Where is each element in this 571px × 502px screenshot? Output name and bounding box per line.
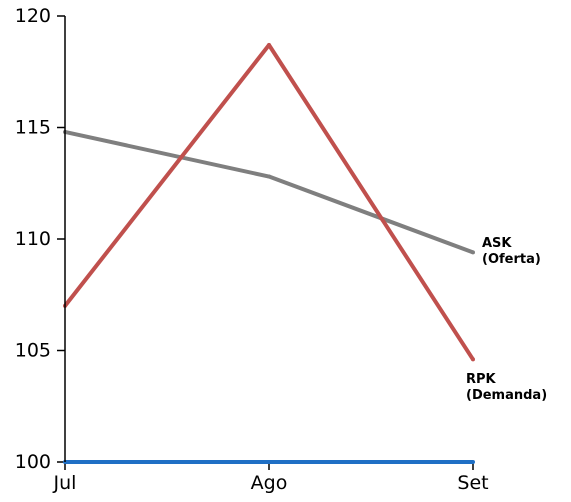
y-tick-label-115: 115	[15, 117, 51, 139]
x-tick-label-set: Set	[457, 472, 488, 494]
rpk-demanda-line	[63, 42, 475, 361]
ask-oferta-series-label: ASK (Oferta)	[482, 236, 541, 267]
rpk-demanda-point-ago	[267, 42, 271, 47]
rpk-demanda-label-line: RPK	[466, 372, 497, 387]
x-tick-label-jul: Jul	[53, 472, 77, 494]
ask-oferta-label-line: ASK	[482, 236, 512, 251]
series-lines	[63, 42, 475, 464]
rpk-demanda-point-set	[471, 357, 475, 362]
baseline-point-set	[471, 460, 475, 464]
y-tick-label-120: 120	[15, 5, 51, 27]
rpk-demanda-series-label: RPK (Demanda)	[466, 372, 547, 403]
ask-oferta-line	[64, 130, 474, 255]
x-axis-ticks: Jul Ago Set	[53, 462, 489, 494]
x-tick-label-ago: Ago	[251, 472, 288, 494]
y-tick-label-100: 100	[15, 451, 51, 473]
y-tick-label-110: 110	[15, 228, 51, 250]
ask-oferta-label-line: (Oferta)	[482, 252, 541, 267]
y-axis-ticks: 100 105 110 115 120	[15, 5, 65, 473]
ask-oferta-point-set	[471, 250, 475, 255]
y-tick-label-105: 105	[15, 340, 51, 362]
baseline-point-ago	[267, 460, 271, 464]
rpk-demanda-label-line: (Demanda)	[466, 388, 547, 403]
series-labels: ASK (Oferta) RPK (Demanda)	[466, 236, 547, 403]
ask-oferta-point-ago	[267, 174, 271, 179]
